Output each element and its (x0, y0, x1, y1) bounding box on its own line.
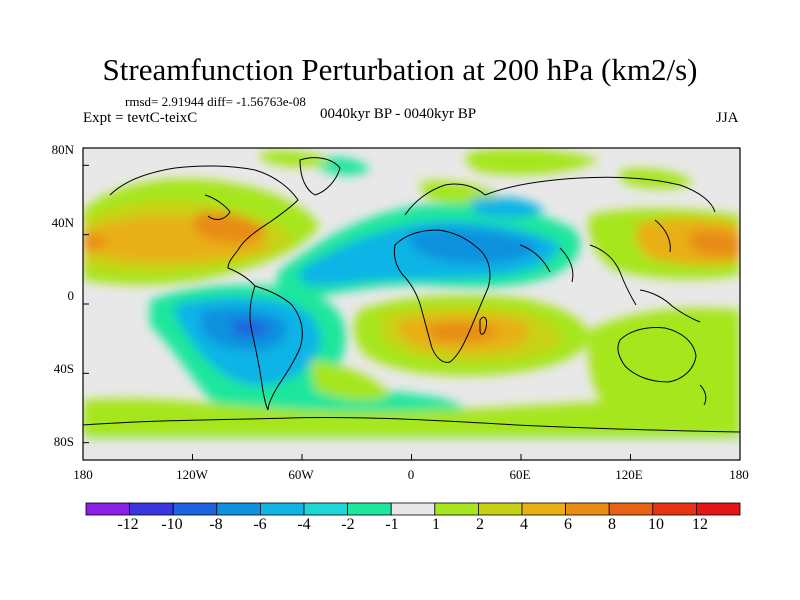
contour-field (83, 148, 740, 460)
season-label: JJA (716, 110, 739, 126)
colorbar-box (129, 502, 174, 516)
y-tick-label: 40N (51, 215, 74, 230)
x-ticks (82, 454, 741, 460)
colorbar-box (85, 502, 130, 516)
colorbar-label: 1 (432, 516, 440, 533)
colorbar-label: -4 (297, 516, 311, 533)
colorbar-label: 2 (476, 516, 484, 533)
colorbar-box (608, 502, 654, 516)
colorbar-box (696, 502, 741, 516)
colorbar-box (303, 502, 348, 516)
colorbar-box (390, 502, 436, 516)
x-tick-label: 120E (615, 467, 643, 482)
colorbar-box (216, 502, 261, 516)
y-tick-label: 40S (53, 361, 74, 376)
colorbar-label: -1 (385, 516, 399, 533)
x-tick-label: 60W (288, 467, 314, 482)
colorbar-box (434, 502, 479, 516)
colorbar (85, 502, 741, 516)
y-tick-label: 0 (67, 288, 75, 303)
stats-line: rmsd= 2.91944 diff= -1.56763e-08 (125, 94, 306, 109)
y-ticks (83, 164, 89, 444)
colorbar-box (521, 502, 566, 516)
colorbar-label: -2 (341, 516, 355, 533)
colorbar-label: 6 (564, 516, 572, 533)
x-tick-label: 180 (729, 467, 749, 482)
colorbar-label: 12 (692, 516, 708, 533)
colorbar-label: -8 (209, 516, 223, 533)
experiment-label: Expt = tevtC-teixC (83, 110, 198, 126)
x-tick-label: 0 (407, 467, 415, 482)
colorbar-box (477, 502, 523, 516)
y-tick-label: 80S (53, 434, 74, 449)
colorbar-label: -6 (253, 516, 267, 533)
colorbar-label: 8 (608, 516, 616, 533)
colorbar-box (652, 502, 697, 516)
y-tick-label: 80N (51, 142, 74, 157)
x-tick-label: 180 (73, 467, 93, 482)
colorbar-box (347, 502, 392, 516)
colorbar-label: -10 (161, 516, 183, 533)
colorbar-label: -12 (117, 516, 139, 533)
x-tick-label: 60E (509, 467, 531, 482)
coastlines (83, 157, 740, 433)
x-tick-label: 120W (176, 467, 208, 482)
colorbar-box (259, 502, 305, 516)
colorbar-box (172, 502, 218, 516)
colorbar-label: 10 (648, 516, 664, 533)
colorbar-label: 4 (520, 516, 528, 533)
period-label: 0040kyr BP - 0040kyr BP (320, 106, 477, 122)
colorbar-box (565, 502, 610, 516)
map-title: Streamfunction Perturbation at 200 hPa (… (102, 52, 698, 87)
